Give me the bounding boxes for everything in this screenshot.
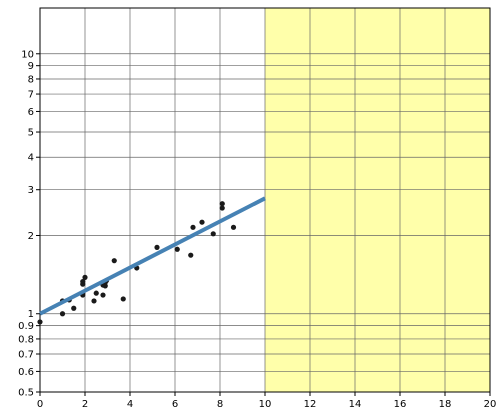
x-tick-label: 18 xyxy=(439,399,452,410)
x-tick-label: 10 xyxy=(259,399,272,410)
data-point xyxy=(230,224,237,230)
y-tick-label: 3 xyxy=(28,185,34,196)
x-tick-label: 0 xyxy=(37,399,43,410)
data-point xyxy=(190,224,196,230)
x-tick-label: 16 xyxy=(394,399,407,410)
data-point xyxy=(199,219,205,225)
data-point xyxy=(82,274,88,280)
data-point xyxy=(59,311,66,317)
x-tick-label: 2 xyxy=(82,399,88,410)
y-tick-label: 0.8 xyxy=(18,334,34,345)
x-tick-label: 12 xyxy=(304,399,317,410)
x-tick-label: 4 xyxy=(127,399,133,410)
data-point xyxy=(120,296,126,302)
y-tick-label: 0.6 xyxy=(18,367,34,378)
y-tick-label: 0.7 xyxy=(18,350,34,361)
y-tick-label: 1 xyxy=(28,309,34,320)
y-tick-label: 7 xyxy=(28,90,34,101)
fit-line xyxy=(39,196,266,316)
data-point xyxy=(37,319,43,325)
data-point xyxy=(71,305,77,311)
data-point xyxy=(93,290,99,296)
y-tick-label: 10 xyxy=(21,49,34,60)
y-tick-label: 8 xyxy=(28,74,34,85)
y-tick-label: 4 xyxy=(28,153,34,164)
data-point xyxy=(91,298,97,304)
y-tick-label: 0.5 xyxy=(18,388,34,399)
data-point xyxy=(219,201,225,207)
x-tick-label: 6 xyxy=(172,399,178,410)
data-point xyxy=(111,258,117,264)
plot-frame xyxy=(39,7,491,393)
data-point xyxy=(210,231,216,237)
data-point xyxy=(154,244,160,250)
x-tick-label: 8 xyxy=(217,399,223,410)
y-tick-label: 2 xyxy=(28,231,34,242)
data-point xyxy=(188,252,194,258)
data-point xyxy=(80,278,86,285)
y-tick-label: 9 xyxy=(28,61,34,72)
y-tick-label: 6 xyxy=(28,107,34,118)
data-point xyxy=(219,205,225,211)
y-tick-label: 0.9 xyxy=(18,321,34,332)
data-point xyxy=(174,246,180,252)
data-point xyxy=(100,292,106,298)
y-tick-label: 5 xyxy=(28,128,34,139)
x-tick-label: 20 xyxy=(484,399,497,410)
highlight-region xyxy=(265,8,490,392)
x-tick-label: 14 xyxy=(349,399,362,410)
